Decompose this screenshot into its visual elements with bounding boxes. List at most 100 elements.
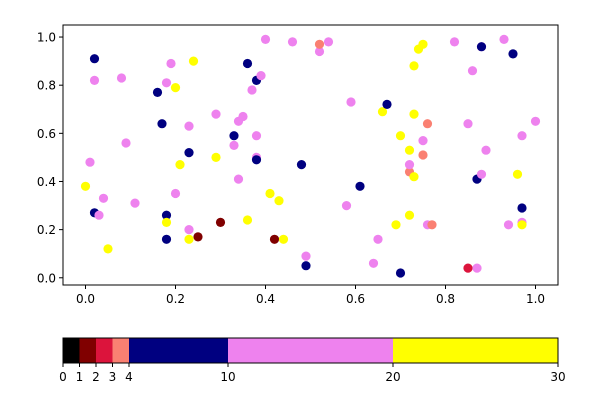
scatter-point xyxy=(166,58,176,69)
scatter-point xyxy=(301,251,311,261)
scatter-point xyxy=(449,37,460,47)
scatter-point xyxy=(467,66,478,76)
scatter-point xyxy=(418,39,428,49)
scatter-point xyxy=(260,34,271,45)
scatter-point xyxy=(233,174,244,184)
scatter-axes: 0.0 0.2 0.4 0.6 0.8 1.0 0.0 0.2 0.4 0.6 0.8 1.0 xyxy=(37,24,559,306)
scatter-point xyxy=(395,268,406,278)
scatter-point xyxy=(409,172,419,182)
scatter-point xyxy=(323,37,334,47)
scatter-point xyxy=(89,54,100,64)
scatter-point xyxy=(184,234,194,244)
scatter-point xyxy=(215,217,226,227)
scatter-point xyxy=(94,210,104,220)
scatter-point xyxy=(265,188,275,199)
scatter-point xyxy=(193,232,203,242)
scatter-point xyxy=(170,83,181,93)
scatter-point xyxy=(184,225,194,235)
plot-frame xyxy=(62,24,559,286)
colorbar-segment xyxy=(63,338,80,363)
scatter-point xyxy=(251,131,262,141)
scatter-point xyxy=(238,111,248,122)
scatter-point xyxy=(211,152,221,162)
scatter-point xyxy=(427,220,437,230)
x-tick-label: 0.0 xyxy=(76,292,95,306)
scatter-point xyxy=(409,61,419,71)
scatter-point xyxy=(121,138,131,148)
scatter-point xyxy=(301,261,311,271)
scatter-point xyxy=(130,198,140,208)
scatter-point xyxy=(229,131,239,141)
scatter-point xyxy=(530,116,541,126)
y-tick-label: 0.6 xyxy=(37,127,56,141)
scatter-point xyxy=(404,160,415,170)
colorbar-tick-label: 4 xyxy=(125,370,133,384)
x-tick-label: 0.4 xyxy=(256,292,275,306)
scatter-point xyxy=(517,220,527,230)
scatter-point xyxy=(211,109,221,119)
scatter-point xyxy=(373,234,383,244)
scatter-point xyxy=(517,131,527,141)
scatter-point xyxy=(404,210,415,220)
scatter-point xyxy=(346,97,356,107)
x-tick-label: 0.2 xyxy=(166,292,185,306)
scatter-point xyxy=(184,121,194,131)
scatter-point xyxy=(269,234,280,244)
scatter-point xyxy=(499,34,509,45)
scatter-point xyxy=(422,119,433,129)
scatter-point xyxy=(251,155,262,165)
scatter-point xyxy=(161,210,172,220)
scatter-point xyxy=(314,46,325,57)
scatter-point xyxy=(418,150,428,160)
colorbar-tick-label: 1 xyxy=(76,370,84,384)
colorbar-tick-label: 0 xyxy=(59,370,67,384)
colorbar-segment xyxy=(393,338,558,363)
scatter-point xyxy=(517,203,527,213)
scatter-point xyxy=(418,136,428,146)
colorbar-segments xyxy=(63,338,558,363)
x-tick-label: 0.8 xyxy=(436,292,455,306)
scatter-point xyxy=(395,131,406,141)
scatter-point xyxy=(409,109,419,119)
x-axis-ticks: 0.0 0.2 0.4 0.6 0.8 1.0 xyxy=(76,285,545,306)
scatter-point xyxy=(274,196,284,206)
scatter-point xyxy=(287,37,298,47)
scatter-point xyxy=(188,56,199,66)
scatter-point xyxy=(278,234,289,244)
scatter-point xyxy=(341,201,352,211)
scatter-point xyxy=(89,75,100,85)
y-tick-label: 0.2 xyxy=(37,223,56,237)
scatter-point xyxy=(161,234,172,244)
scatter-point xyxy=(476,42,487,52)
scatter-points xyxy=(80,34,541,278)
colorbar-segment xyxy=(112,338,129,363)
scatter-point xyxy=(80,181,91,191)
scatter-point xyxy=(152,87,163,97)
y-tick-label: 0.8 xyxy=(37,79,56,93)
scatter-point xyxy=(314,39,325,49)
colorbar-segment xyxy=(129,338,228,363)
colorbar-tick-label: 10 xyxy=(220,370,235,384)
scatter-point xyxy=(503,220,514,230)
scatter-point xyxy=(103,244,113,254)
colorbar: 0 1 2 3 4 10 20 30 xyxy=(59,337,566,384)
scatter-point xyxy=(116,73,127,83)
scatter-point xyxy=(391,220,401,230)
scatter-point xyxy=(85,157,95,167)
scatter-point xyxy=(184,148,194,158)
scatter-point xyxy=(476,169,487,179)
y-tick-label: 0.4 xyxy=(37,175,56,189)
colorbar-segment xyxy=(228,338,393,363)
scatter-point xyxy=(157,119,167,129)
scatter-point xyxy=(508,49,518,59)
scatter-point xyxy=(463,263,473,273)
scatter-point xyxy=(404,145,415,155)
scatter-point xyxy=(161,217,172,227)
scatter-point xyxy=(161,78,172,88)
x-tick-label: 0.6 xyxy=(346,292,365,306)
scatter-point xyxy=(355,181,365,191)
colorbar-segment xyxy=(79,338,96,363)
y-tick-label: 1.0 xyxy=(37,31,56,45)
scatter-point xyxy=(296,160,307,170)
